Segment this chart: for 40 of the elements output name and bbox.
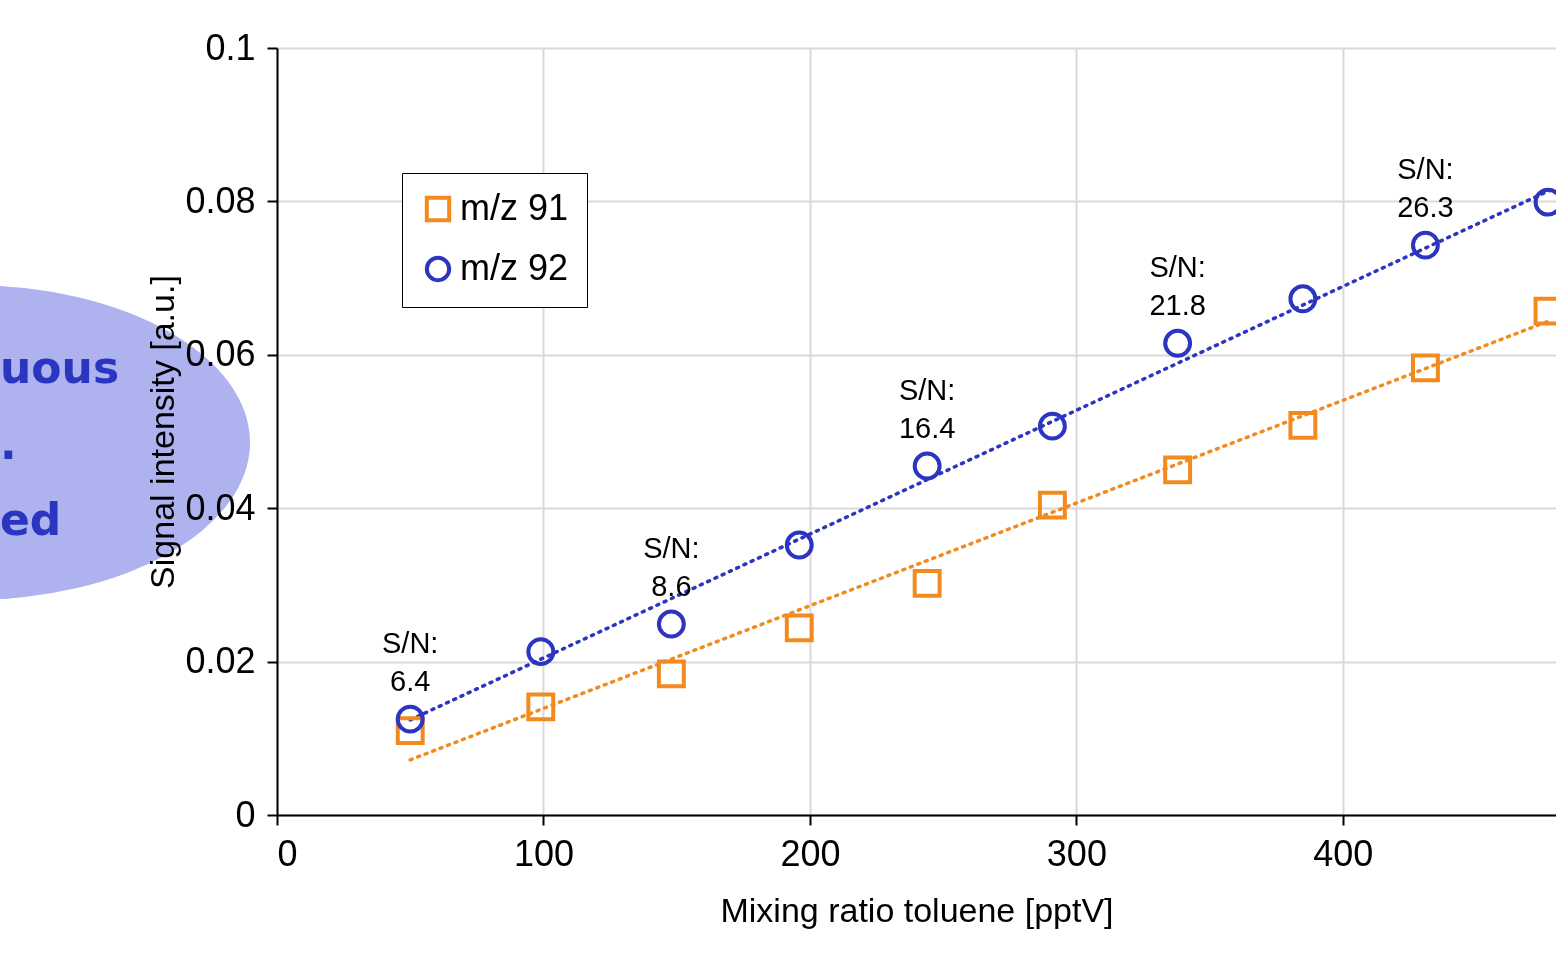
x-tick-label: 200 <box>780 832 841 874</box>
point <box>1288 410 1318 440</box>
point <box>912 568 942 598</box>
y-axis-title: Signal intensity [a.u.] <box>143 275 182 589</box>
point <box>784 530 814 560</box>
legend-label: m/z 92 <box>460 247 569 288</box>
point <box>1037 490 1067 520</box>
point <box>1163 455 1193 485</box>
x-axis-title: Mixing ratio toluene [pptV] <box>720 890 1114 929</box>
annotation: S/N: 6.4 <box>382 627 439 698</box>
y-tick-label: 0.1 <box>205 26 256 68</box>
point <box>656 609 686 639</box>
y-tick-label: 0.06 <box>185 333 256 375</box>
y-tick-label: 0.02 <box>185 640 256 682</box>
y-tick-label: 0.08 <box>185 179 256 221</box>
x-tick-label: 300 <box>1046 832 1107 874</box>
point <box>526 637 556 667</box>
x-tick-label: 400 <box>1313 832 1374 874</box>
annotation: S/N: 8.6 <box>643 532 700 603</box>
point <box>395 704 425 734</box>
x-tick-label: 100 <box>513 832 574 874</box>
text: . <box>0 417 18 471</box>
point <box>784 613 814 643</box>
y-tick-label: 0.04 <box>185 486 256 528</box>
point <box>1410 230 1440 260</box>
y-tick-label: 0 <box>235 793 256 835</box>
x-tick-label: 0 <box>277 832 298 874</box>
point <box>1163 328 1193 358</box>
point <box>656 659 686 689</box>
text: uous <box>0 341 120 395</box>
legend-label: m/z 91 <box>460 187 569 228</box>
point <box>912 451 942 481</box>
annotation: S/N: 21.8 <box>1149 251 1206 322</box>
point <box>1037 411 1067 441</box>
annotation: S/N: 16.4 <box>898 374 956 445</box>
annotation: S/N: 26.3 <box>1397 153 1454 224</box>
point <box>1288 284 1318 314</box>
point <box>526 692 556 722</box>
point <box>1410 353 1440 383</box>
text: ed <box>0 493 63 547</box>
